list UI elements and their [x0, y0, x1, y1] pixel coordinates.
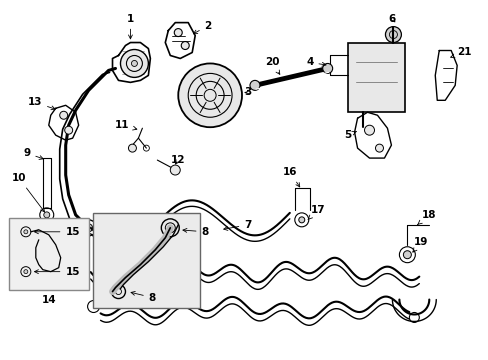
Text: 1: 1: [126, 14, 134, 39]
Text: 7: 7: [224, 220, 251, 230]
Text: 5: 5: [343, 130, 356, 140]
Text: 8: 8: [183, 227, 208, 237]
Circle shape: [120, 50, 148, 77]
Text: 17: 17: [307, 205, 325, 220]
Text: 20: 20: [264, 58, 279, 74]
Text: 8: 8: [131, 292, 156, 302]
Circle shape: [298, 217, 304, 223]
Bar: [347, 42, 405, 112]
Circle shape: [24, 230, 28, 234]
Circle shape: [24, 270, 28, 274]
Bar: [9, 218, 88, 289]
Text: 9: 9: [23, 148, 43, 159]
Circle shape: [170, 165, 180, 175]
Circle shape: [64, 126, 73, 134]
Text: 12: 12: [171, 155, 185, 165]
Text: 19: 19: [412, 237, 427, 252]
Text: 2: 2: [193, 21, 211, 34]
Bar: [92, 213, 200, 307]
Text: 11: 11: [115, 120, 137, 130]
Circle shape: [403, 251, 410, 259]
Circle shape: [196, 81, 224, 109]
Text: 10: 10: [12, 173, 44, 212]
Circle shape: [44, 212, 50, 218]
Text: 15: 15: [35, 227, 80, 237]
Circle shape: [375, 144, 383, 152]
Text: 21: 21: [450, 48, 470, 58]
Text: 14: 14: [41, 294, 56, 305]
Text: 15: 15: [35, 267, 80, 276]
Circle shape: [84, 224, 92, 232]
Circle shape: [174, 28, 182, 37]
Circle shape: [385, 27, 401, 42]
Circle shape: [178, 63, 242, 127]
Circle shape: [115, 289, 121, 294]
Circle shape: [364, 125, 374, 135]
Text: 13: 13: [27, 97, 55, 110]
Circle shape: [322, 63, 332, 73]
Text: 4: 4: [305, 58, 325, 67]
Circle shape: [131, 60, 137, 67]
Circle shape: [165, 223, 175, 233]
Text: 18: 18: [417, 210, 436, 225]
Circle shape: [249, 80, 260, 90]
Circle shape: [60, 111, 67, 119]
Text: 6: 6: [388, 14, 395, 24]
Circle shape: [128, 144, 136, 152]
Circle shape: [181, 41, 189, 50]
Text: 3: 3: [244, 87, 251, 97]
Text: 16: 16: [282, 167, 299, 187]
